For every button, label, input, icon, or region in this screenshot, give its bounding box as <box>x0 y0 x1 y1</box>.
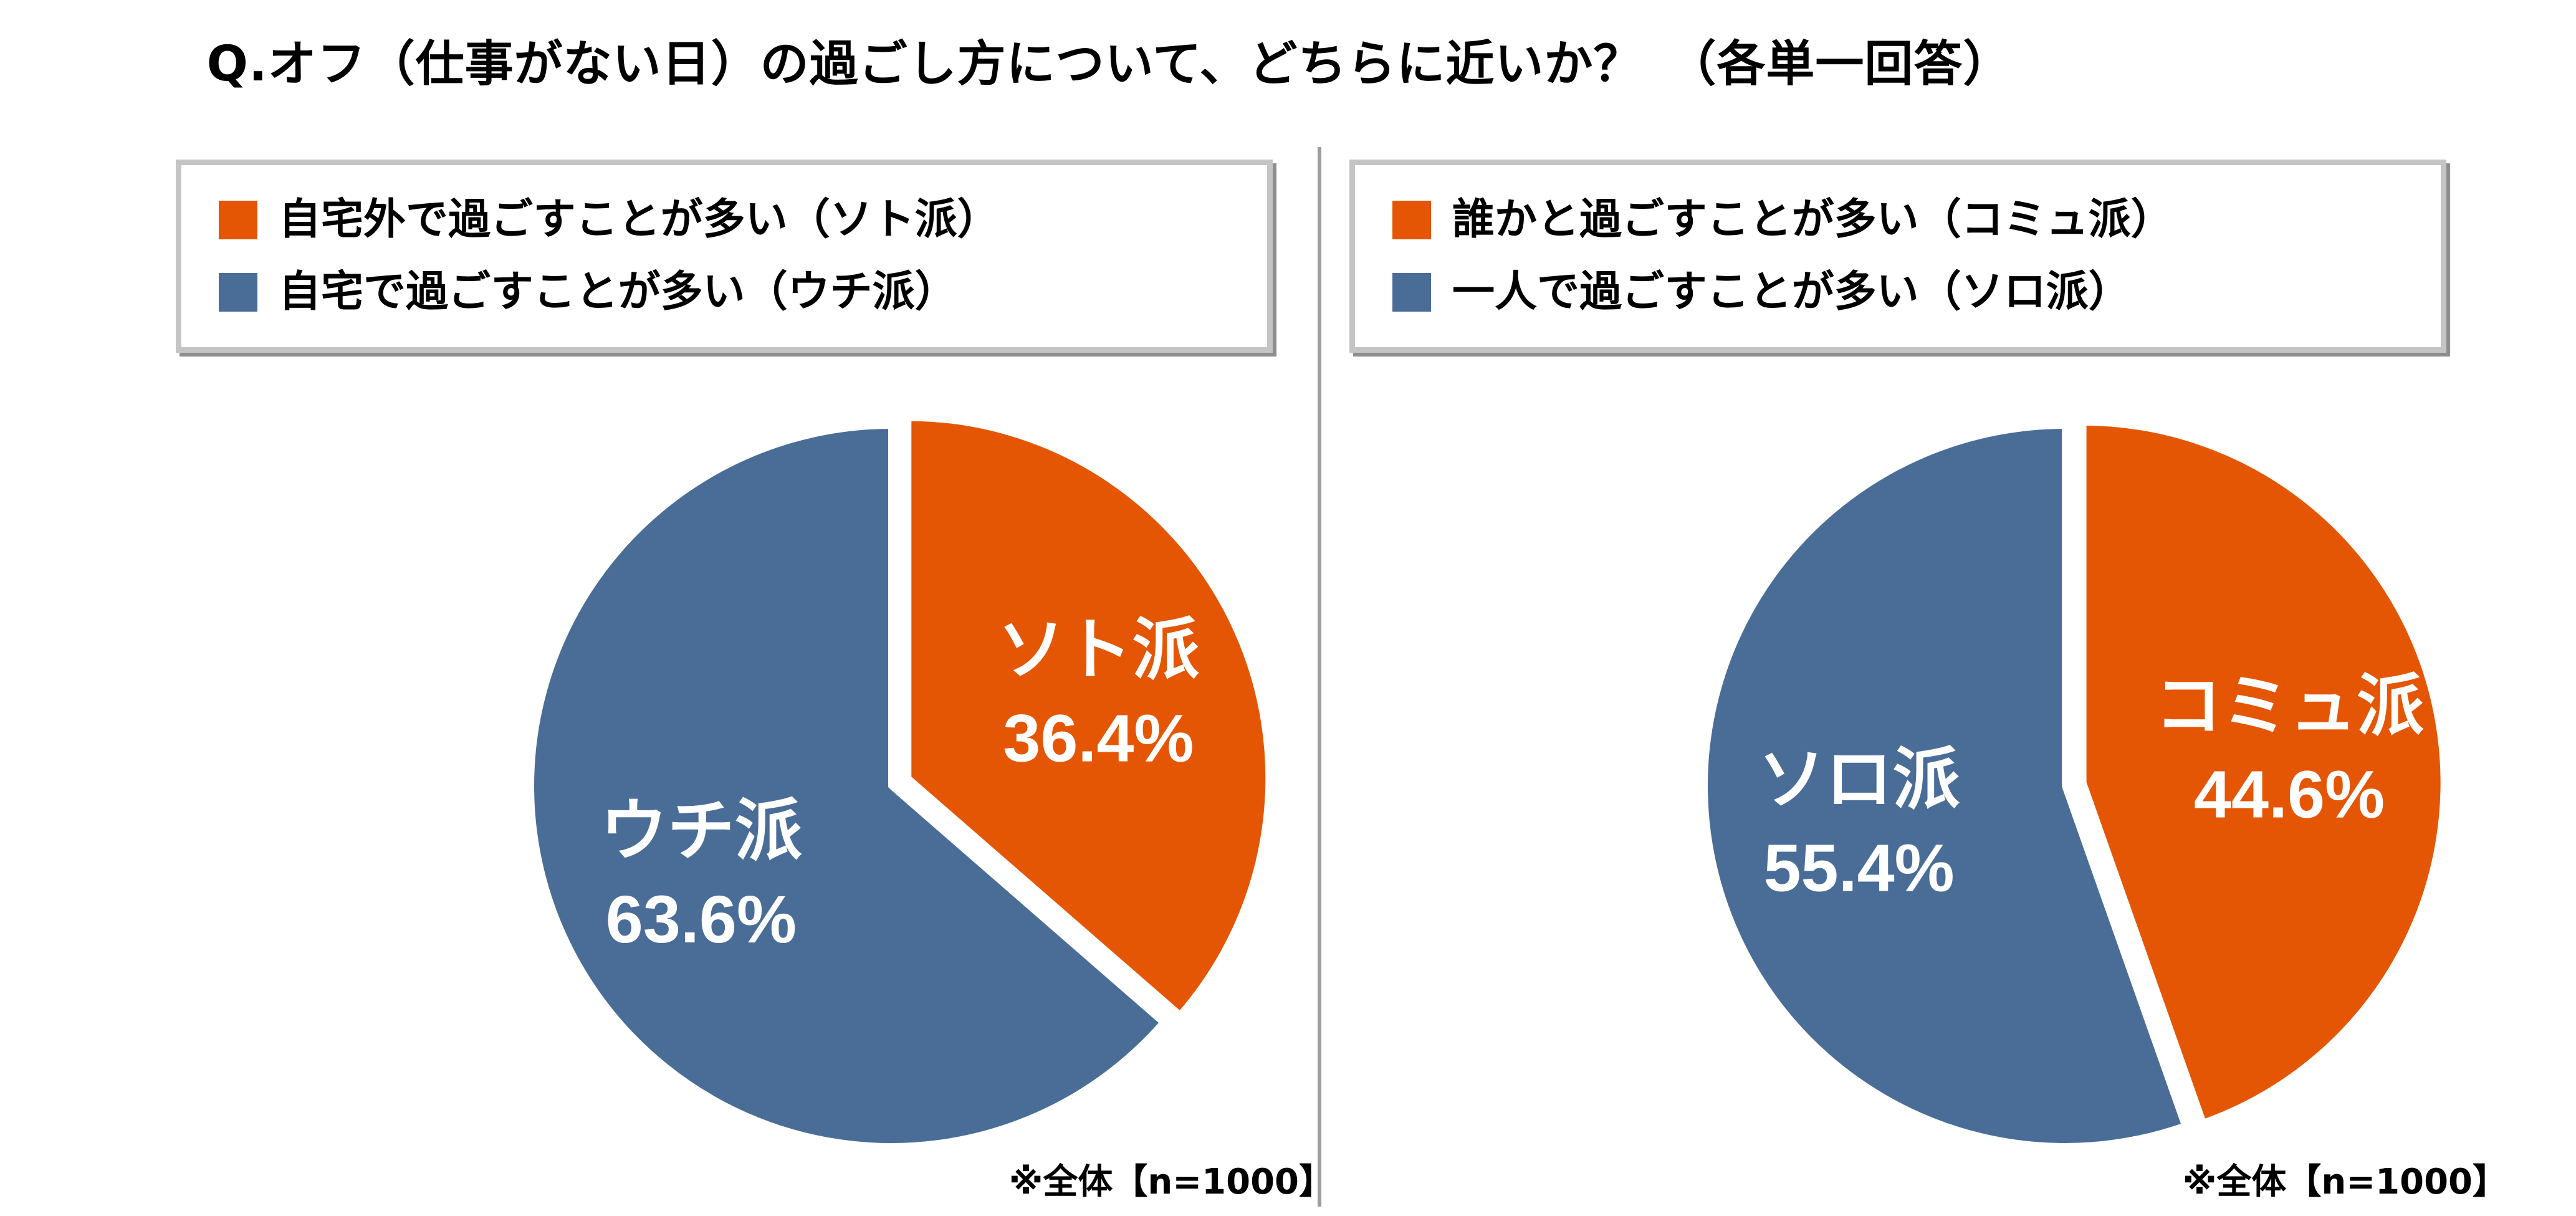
legend-label: 誰かと過ごすことが多い（コミュ派） <box>1452 195 2173 244</box>
chart-panel-solo-uchi: 自宅外で過ごすことが多い（ソト派） 自宅で過ごすことが多い（ウチ派） ソト派 36… <box>168 147 1334 1207</box>
legend-label: 自宅で過ごすことが多い（ウチ派） <box>279 267 957 317</box>
legend-swatch <box>219 201 257 239</box>
legend-swatch <box>1392 201 1431 239</box>
slice-value-label: 44.6% <box>2194 756 2385 831</box>
legend-label: 一人で過ごすことが多い（ソロ派） <box>1452 267 2131 317</box>
chart-title: Q.オフ（仕事がない日）の過ごし方について、どちらに近いか？ （各単一回答） <box>206 36 2013 92</box>
slice-name-label: ソロ派 <box>1758 741 1960 819</box>
slice-value-label: 36.4% <box>1003 701 1194 776</box>
pie-slice <box>2080 419 2447 1126</box>
legend-label: 自宅外で過ごすことが多い（ソト派） <box>279 195 1000 244</box>
legend: 自宅外で過ごすことが多い（ソト派） 自宅で過ごすことが多い（ウチ派） <box>176 160 1273 353</box>
pie-slice <box>528 423 1166 1149</box>
chart-panel-with-others-alone: 誰かと過ごすことが多い（コミュ派） 一人で過ごすことが多い（ソロ派） コミュ派 4… <box>1342 147 2507 1207</box>
pie-chart: コミュ派 44.6% ソロ派 55.4% <box>1702 419 2447 1149</box>
legend-swatch <box>1392 273 1431 312</box>
legend-item: 自宅で過ごすことが多い（ウチ派） <box>219 271 957 314</box>
slice-value-label: 63.6% <box>606 881 797 957</box>
slice-name-label: ソト派 <box>997 611 1199 689</box>
slice-name-label: コミュ派 <box>2155 667 2424 745</box>
slice-name-label: ウチ派 <box>600 792 802 870</box>
sample-size-note: ※全体【n=1000】 <box>2182 1162 2507 1202</box>
legend-item: 自宅外で過ごすことが多い（ソト派） <box>219 199 1000 241</box>
legend-item: 一人で過ごすことが多い（ソロ派） <box>1392 271 2131 314</box>
panel-divider <box>1318 147 1321 1207</box>
legend: 誰かと過ごすことが多い（コミュ派） 一人で過ごすことが多い（ソロ派） <box>1349 160 2446 353</box>
pie-chart: ソト派 36.4% ウチ派 63.6% <box>528 414 1272 1149</box>
pie-slice <box>905 414 1272 1018</box>
legend-swatch <box>219 273 257 312</box>
sample-size-note: ※全体【n=1000】 <box>1008 1162 1334 1202</box>
slice-value-label: 55.4% <box>1763 830 1954 906</box>
pie-slice <box>1702 423 2188 1149</box>
legend-item: 誰かと過ごすことが多い（コミュ派） <box>1392 199 2173 241</box>
